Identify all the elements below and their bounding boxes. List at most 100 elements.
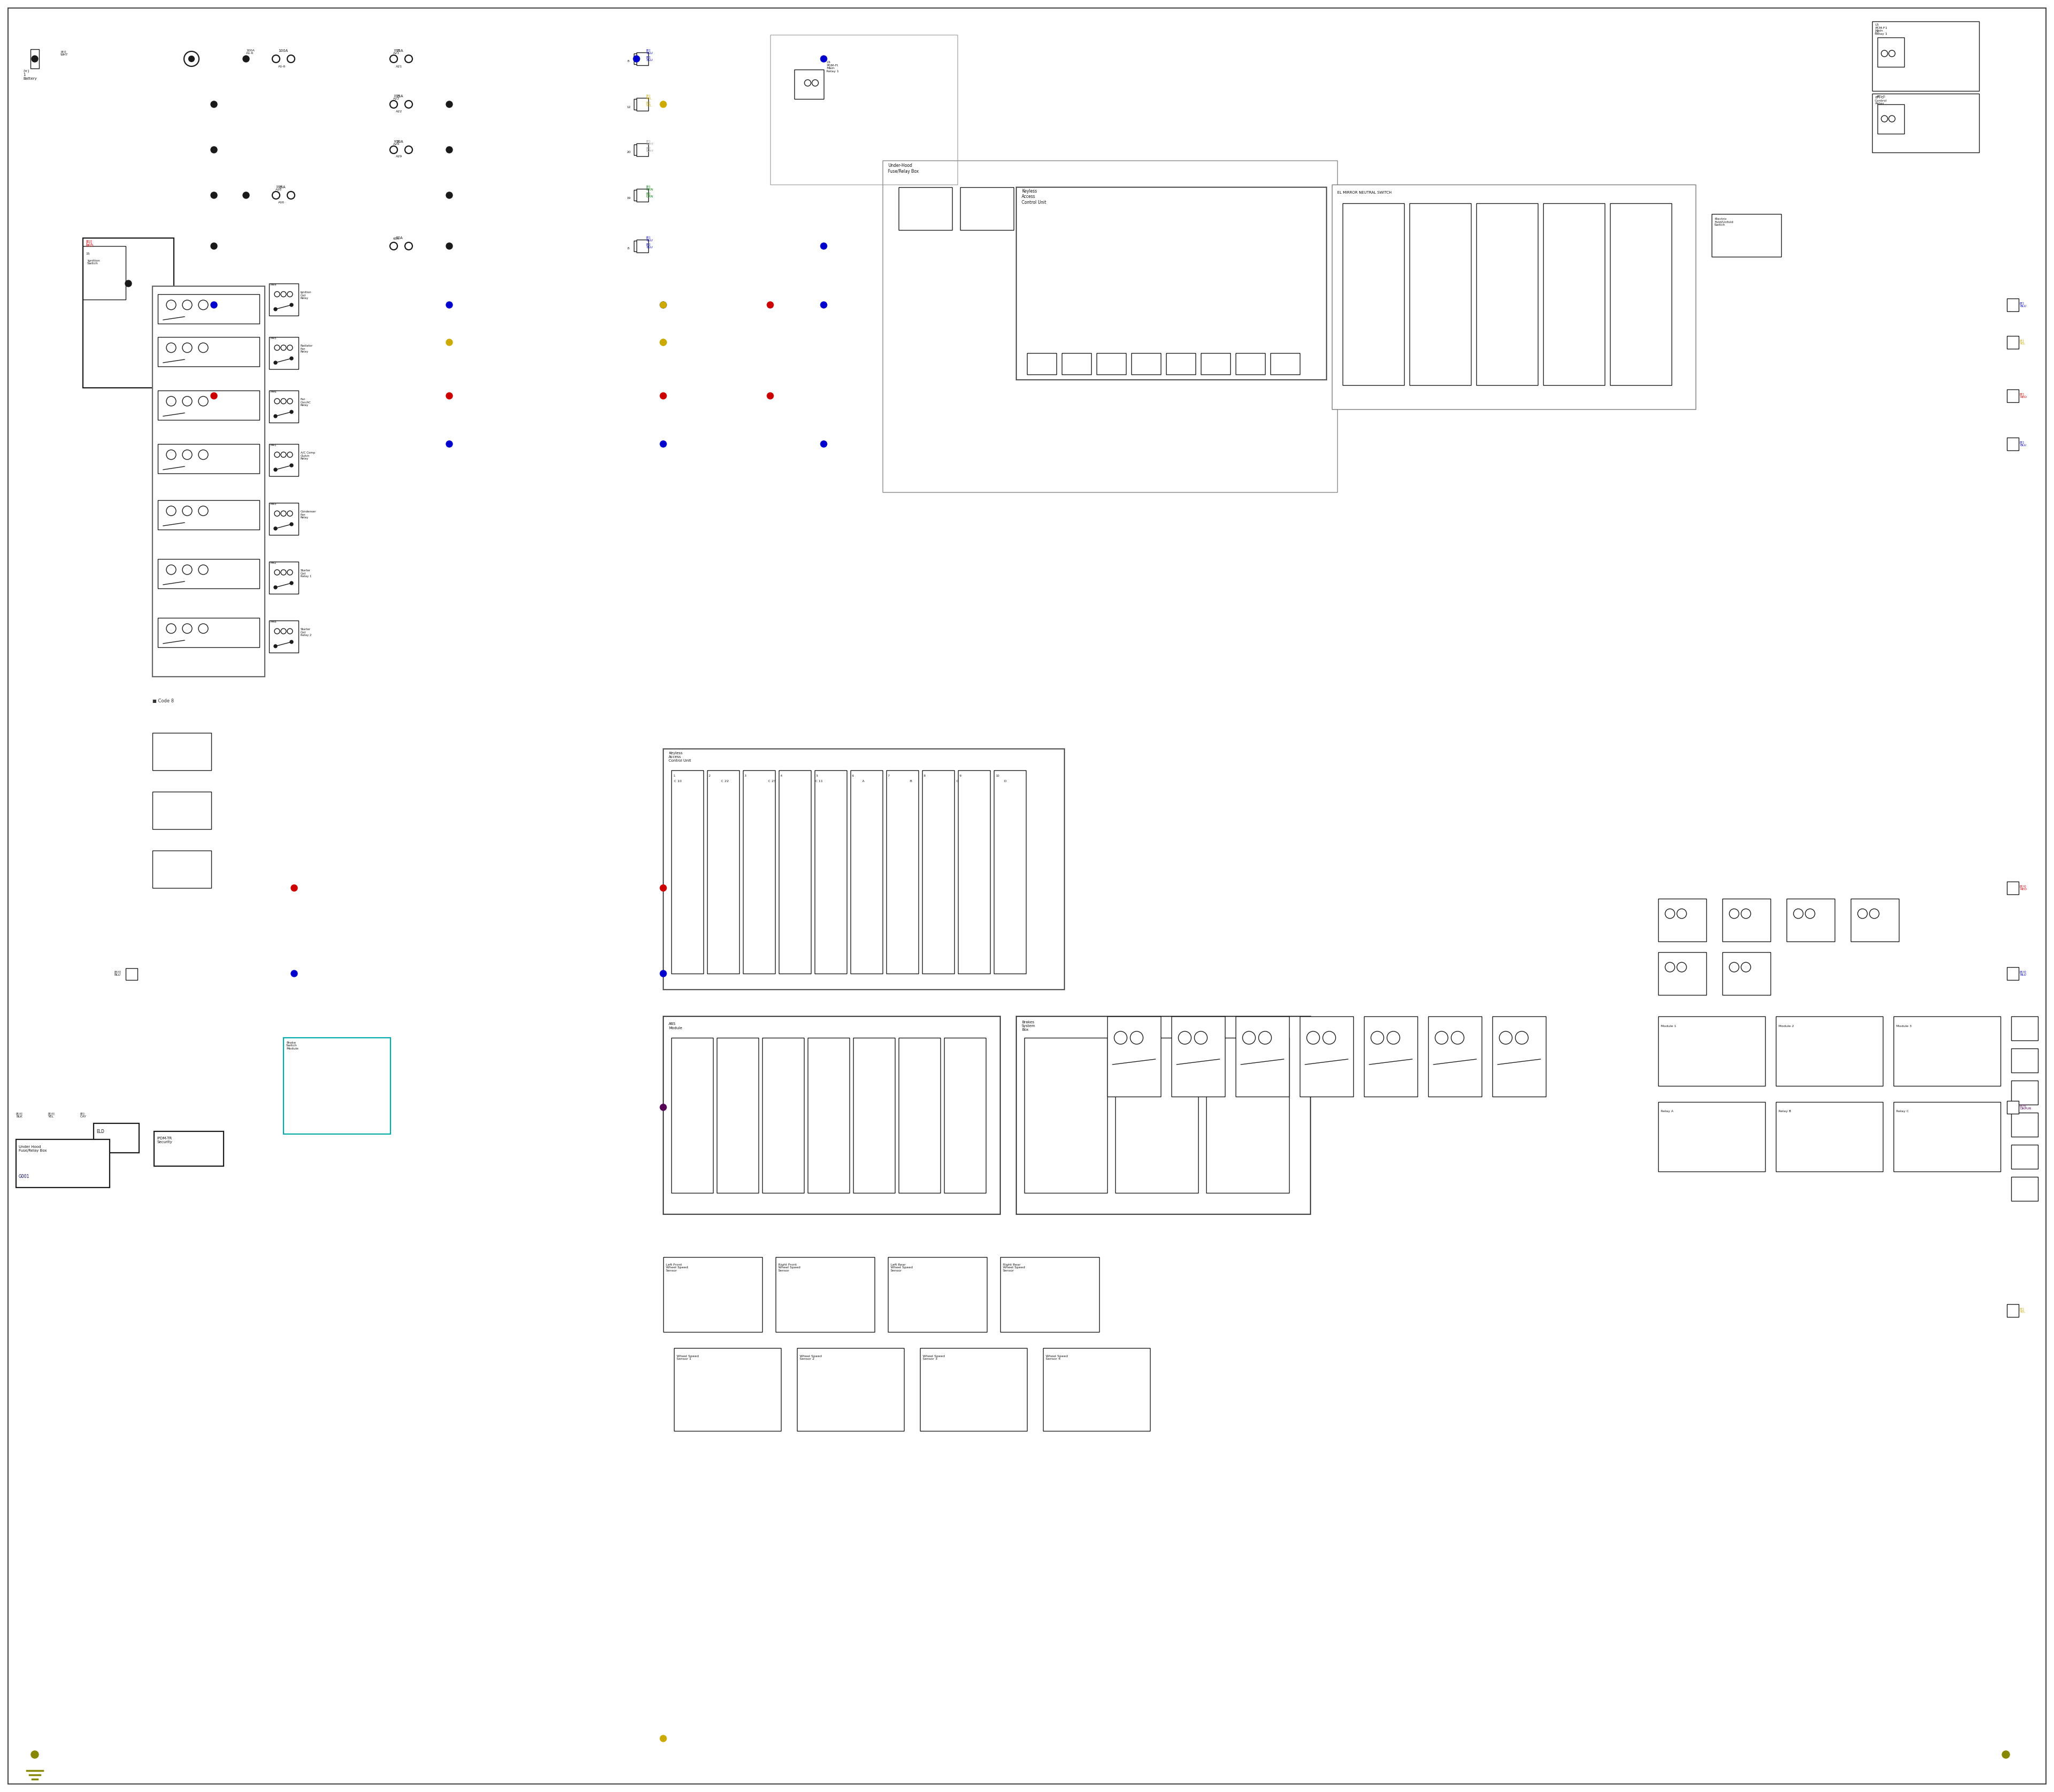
Text: L5
PCM-F1
Main
Relay 1: L5 PCM-F1 Main Relay 1	[1875, 23, 1888, 36]
Text: 60A: 60A	[396, 237, 403, 240]
Text: Starter
Coil
Relay 2: Starter Coil Relay 2	[300, 627, 312, 636]
Text: [E/I]
BLU: [E/I] BLU	[113, 971, 121, 977]
Circle shape	[288, 629, 292, 634]
Bar	[1062, 353, 1091, 375]
Text: ■ Code 8: ■ Code 8	[152, 699, 175, 702]
Text: M44: M44	[271, 283, 277, 287]
Text: 12: 12	[626, 106, 631, 108]
Bar	[957, 771, 990, 973]
Circle shape	[390, 56, 396, 63]
Circle shape	[1259, 1032, 1271, 1045]
Bar	[2007, 1305, 2019, 1317]
Circle shape	[273, 308, 277, 310]
Text: M42: M42	[271, 563, 277, 564]
Bar	[959, 186, 1013, 229]
Bar	[2011, 1113, 2038, 1136]
Text: [E/I]
BLU: [E/I] BLU	[2019, 971, 2027, 977]
Circle shape	[273, 414, 277, 418]
Bar	[1237, 1016, 1290, 1097]
Bar	[1144, 186, 1197, 229]
Circle shape	[166, 396, 177, 407]
Bar	[1658, 898, 1707, 941]
Circle shape	[199, 299, 207, 310]
Circle shape	[166, 505, 177, 516]
Circle shape	[659, 1735, 665, 1742]
Bar	[850, 771, 883, 973]
Text: A21: A21	[396, 66, 403, 68]
Circle shape	[290, 464, 294, 468]
Circle shape	[1742, 962, 1750, 971]
Circle shape	[288, 56, 294, 63]
Bar	[269, 561, 298, 593]
Circle shape	[659, 339, 665, 346]
Text: 20: 20	[626, 151, 631, 154]
Bar	[31, 48, 39, 68]
Circle shape	[659, 392, 665, 400]
Bar	[1206, 186, 1259, 229]
Text: 15A
A22: 15A A22	[392, 95, 401, 100]
Text: L5
PGM-FI
Main
Relay 1: L5 PGM-FI Main Relay 1	[826, 61, 838, 73]
Circle shape	[1306, 1032, 1319, 1045]
Bar	[1894, 1102, 2001, 1172]
Circle shape	[1857, 909, 1867, 919]
Bar	[795, 70, 824, 99]
Circle shape	[1452, 1032, 1465, 1045]
Text: A16: A16	[277, 201, 286, 204]
Circle shape	[659, 969, 665, 977]
Circle shape	[288, 452, 292, 457]
Text: L5: L5	[1875, 30, 1879, 34]
Bar	[637, 143, 649, 156]
Text: G001: G001	[18, 1174, 29, 1179]
Bar	[158, 337, 259, 366]
Text: Module 1: Module 1	[1662, 1025, 1676, 1027]
Circle shape	[805, 79, 811, 86]
Bar	[2007, 389, 2019, 401]
Text: EFI-G
Control
Relay: EFI-G Control Relay	[1875, 97, 1888, 106]
Bar	[152, 792, 212, 830]
Text: 10A
A29: 10A A29	[392, 140, 401, 145]
Bar	[920, 1348, 1027, 1432]
Circle shape	[1666, 962, 1674, 971]
Circle shape	[199, 450, 207, 459]
Text: M41: M41	[271, 444, 277, 446]
Text: [E]
YEL: [E] YEL	[647, 95, 653, 100]
Text: Under-Hood
Fuse/Relay Box: Under-Hood Fuse/Relay Box	[887, 163, 918, 174]
Circle shape	[290, 357, 294, 360]
Text: [E]
WHT: [E] WHT	[647, 147, 653, 152]
Bar	[1331, 185, 1697, 409]
Bar	[887, 771, 918, 973]
Bar	[2011, 1016, 2038, 1041]
Bar	[1477, 202, 1538, 385]
Text: [E/I]
DKPUR: [E/I] DKPUR	[2019, 1104, 2031, 1111]
Circle shape	[281, 292, 286, 297]
Bar	[1043, 1348, 1150, 1432]
Circle shape	[820, 301, 828, 308]
Bar	[776, 1256, 875, 1331]
Bar	[269, 337, 298, 369]
Bar	[152, 287, 265, 677]
Bar	[945, 1038, 986, 1193]
Bar	[1364, 1016, 1417, 1097]
Bar	[637, 52, 649, 65]
Bar	[770, 34, 957, 185]
Bar	[1202, 353, 1230, 375]
Circle shape	[659, 301, 665, 308]
Bar	[152, 733, 212, 771]
Circle shape	[446, 392, 452, 400]
Text: ABS
Module: ABS Module	[670, 1023, 682, 1029]
Bar	[922, 771, 955, 973]
Circle shape	[659, 441, 665, 448]
Text: Wheel Speed
Sensor 3: Wheel Speed Sensor 3	[922, 1355, 945, 1360]
Circle shape	[390, 100, 396, 108]
Circle shape	[166, 342, 177, 353]
Circle shape	[189, 56, 195, 61]
Circle shape	[390, 242, 396, 249]
Circle shape	[273, 645, 277, 647]
Bar	[1711, 213, 1781, 256]
Circle shape	[199, 342, 207, 353]
Text: [E]
WHT: [E] WHT	[647, 140, 653, 145]
Bar	[1027, 353, 1056, 375]
Bar	[94, 1124, 140, 1152]
Bar	[637, 240, 649, 253]
Text: 15A: 15A	[396, 48, 403, 52]
